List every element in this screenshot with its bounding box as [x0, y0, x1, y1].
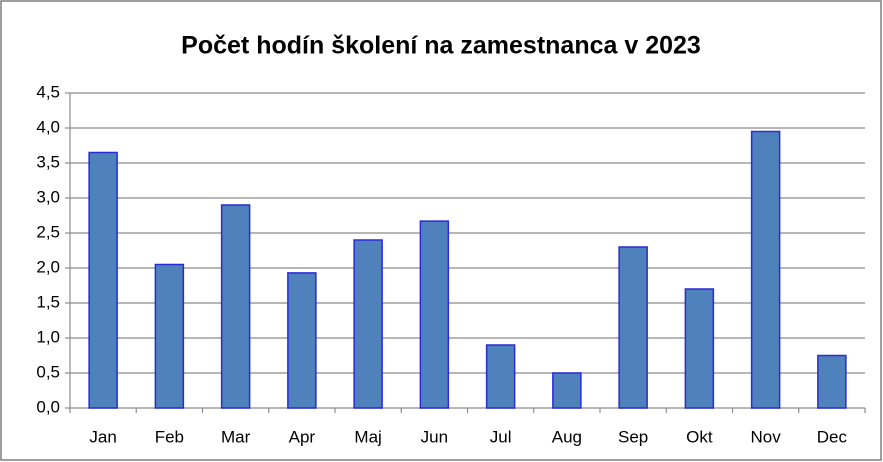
x-tick-label: Dec — [817, 427, 848, 446]
x-tick-label: Jun — [421, 427, 448, 446]
x-tick-label: Nov — [751, 427, 782, 446]
y-tick-label: 4,5 — [36, 82, 60, 101]
y-tick-label: 2,0 — [36, 257, 60, 276]
x-tick-label: Jan — [89, 427, 116, 446]
bar — [817, 354, 847, 409]
bar — [485, 344, 516, 409]
bar — [750, 130, 781, 409]
bar — [684, 288, 715, 409]
x-tick-label: Apr — [289, 427, 316, 446]
bar — [154, 263, 185, 409]
chart-title: Počet hodín školení na zamestnanca v 202… — [181, 32, 701, 60]
x-tick-label: Maj — [354, 427, 381, 446]
bar — [353, 239, 383, 409]
y-tick-label: 4,0 — [36, 117, 60, 136]
y-tick-label: 2,5 — [36, 222, 60, 241]
x-tick-label: Mar — [221, 427, 251, 446]
y-tick-label: 1,5 — [36, 292, 60, 311]
bar — [220, 204, 251, 409]
x-tick-label: Feb — [155, 427, 184, 446]
x-tick-label: Jul — [490, 427, 512, 446]
x-tick-label: Okt — [686, 427, 713, 446]
x-tick-label: Sep — [618, 427, 648, 446]
bar — [88, 151, 118, 409]
bar — [618, 246, 648, 409]
y-tick-label: 3,0 — [36, 187, 60, 206]
y-tick-label: 0,5 — [36, 362, 60, 381]
bar — [419, 220, 450, 409]
x-tick-label: Aug — [552, 427, 582, 446]
y-tick-label: 3,5 — [36, 152, 60, 171]
y-tick-label: 1,0 — [36, 327, 60, 346]
bar — [552, 372, 582, 409]
y-tick-label: 0,0 — [36, 397, 60, 416]
bar — [287, 272, 317, 409]
